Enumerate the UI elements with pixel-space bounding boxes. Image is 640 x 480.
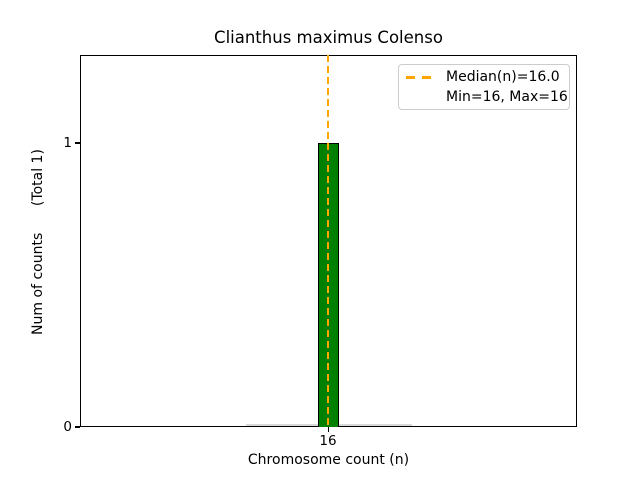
legend: Median(n)=16.0 Min=16, Max=16	[398, 64, 570, 110]
chart-title: Clianthus maximus Colenso	[214, 28, 443, 47]
legend-minmax-label: Min=16, Max=16	[446, 88, 568, 105]
x-tick-mark-16	[327, 427, 329, 432]
y-tick-label-0: 0	[63, 419, 72, 435]
median-dashed-line-icon	[406, 75, 432, 79]
y-tick-mark-0	[75, 426, 80, 428]
legend-item-minmax: Min=16, Max=16	[406, 89, 568, 106]
legend-empty-handle	[406, 95, 432, 98]
x-axis-label: Chromosome count (n)	[247, 452, 410, 468]
y-tick-label-1: 1	[63, 135, 72, 151]
y-axis-label: Num of counts (Total 1)	[30, 149, 46, 335]
median-line	[326, 55, 329, 427]
legend-item-median: Median(n)=16.0	[406, 69, 561, 86]
x-tick-label-16: 16	[319, 433, 337, 449]
legend-median-label: Median(n)=16.0	[446, 69, 560, 86]
y-tick-mark-1	[75, 142, 80, 144]
